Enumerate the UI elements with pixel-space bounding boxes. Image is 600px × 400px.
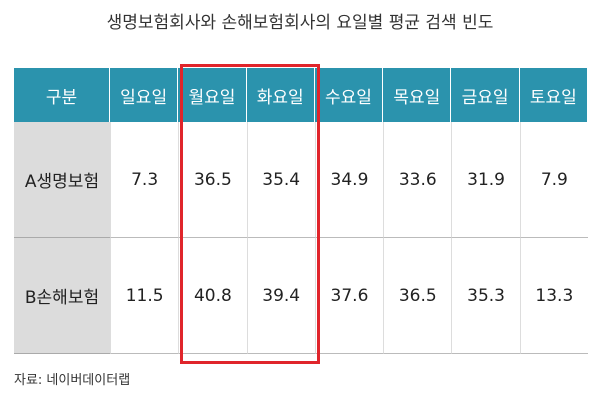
row-label: A생명보험	[14, 122, 110, 238]
table-cell: 11.5	[110, 238, 179, 354]
highlight-box	[180, 64, 320, 364]
row-label: B손해보험	[14, 238, 110, 354]
table-cell: 39.4	[246, 238, 315, 354]
table-cell: 36.5	[383, 238, 452, 354]
table-cell: 13.3	[519, 238, 588, 354]
table-cell: 7.9	[519, 122, 588, 238]
table-cell: 35.4	[246, 122, 315, 238]
header-cell: 토요일	[519, 68, 588, 122]
table-cell: 37.6	[314, 238, 384, 354]
table-cell: 36.5	[178, 122, 247, 238]
table-cell: 31.9	[451, 122, 520, 238]
table-cell: 35.3	[451, 238, 520, 354]
table-cell: 40.8	[178, 238, 247, 354]
header-cell: 구분	[14, 68, 110, 122]
source: 자료: 네이버데이터랩	[14, 373, 131, 388]
table-cell: 33.6	[383, 122, 452, 238]
header-cell: 수요일	[314, 68, 384, 122]
table-cell: 34.9	[314, 122, 384, 238]
header-cell: 목요일	[383, 68, 452, 122]
header-cell: 화요일	[246, 68, 315, 122]
table-cell: 7.3	[110, 122, 179, 238]
header-cell: 월요일	[178, 68, 247, 122]
title: 생명보험회사와 손해보험회사의 요일별 평균 검색 빈도	[106, 13, 494, 33]
header-cell: 금요일	[451, 68, 520, 122]
header-cell: 일요일	[110, 68, 179, 122]
